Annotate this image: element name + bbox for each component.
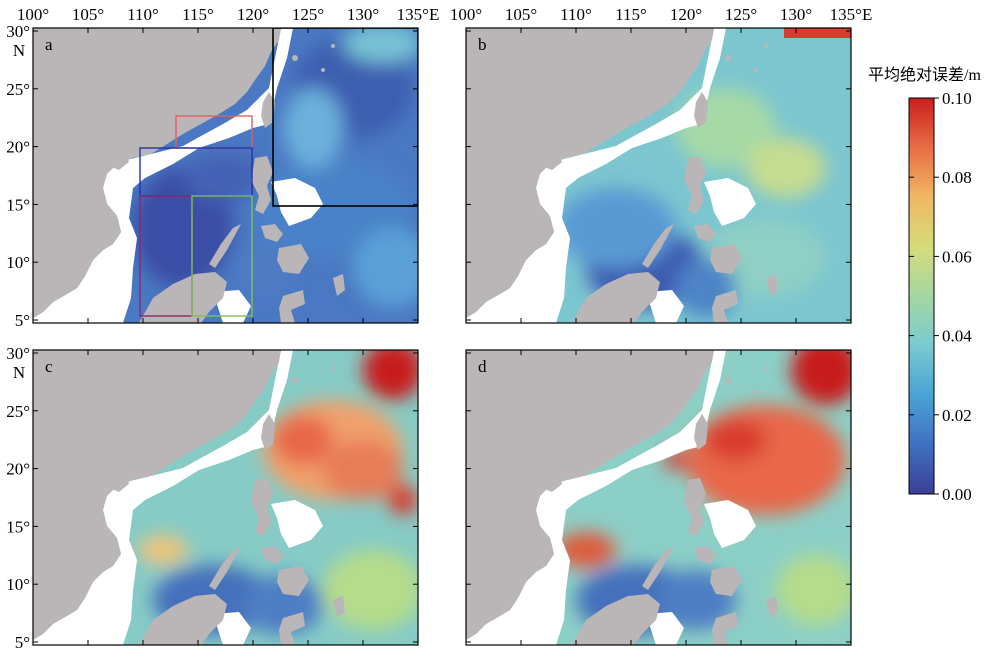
lat-tick-label: 20° <box>6 138 30 157</box>
axis-ticks: 100° 105° 110° 115° 120° 125° 130° 135°E 30° 25° 2… <box>6 5 872 652</box>
panel-c: c <box>32 349 419 646</box>
lon-tick-label: 105° <box>72 5 104 24</box>
panel-a: a <box>32 27 419 324</box>
lon-tick-label: 135°E <box>397 5 440 24</box>
panel-b: b <box>465 27 852 324</box>
colorbar-tick-label: 0.08 <box>942 168 972 187</box>
lat-tick-label: 15° <box>6 195 30 214</box>
lat-hemisphere-label: N <box>13 41 25 60</box>
lon-tick-label: 135°E <box>830 5 873 24</box>
lon-tick-label: 130° <box>780 5 812 24</box>
lat-tick-label: 5° <box>15 633 30 652</box>
panel-label: d <box>478 357 487 376</box>
colorbar-ticks: 0.10 0.08 0.06 0.04 0.02 0.00 <box>909 89 972 504</box>
lon-tick-label: 120° <box>237 5 269 24</box>
lat-hemisphere-label: N <box>13 363 25 382</box>
lat-tick-label: 15° <box>6 517 30 536</box>
lat-tick-label: 30° <box>6 22 30 41</box>
lat-tick-label: 25° <box>6 80 30 99</box>
lon-tick-label: 100° <box>450 5 482 24</box>
region-box-black <box>272 28 418 207</box>
panel-d: d <box>465 349 852 646</box>
region-box-green <box>191 195 253 317</box>
lat-tick-label: 20° <box>6 460 30 479</box>
lon-tick-label: 120° <box>670 5 702 24</box>
lon-tick-label: 125° <box>292 5 324 24</box>
colorbar-tick-label: 0.04 <box>942 327 972 346</box>
lon-tick-label: 115° <box>615 5 647 24</box>
panel-label: c <box>45 357 53 376</box>
colorbar-tick-label: 0.02 <box>942 406 972 425</box>
lat-tick-label: 30° <box>6 344 30 363</box>
lon-tick-label: 110° <box>560 5 592 24</box>
lon-tick-label: 115° <box>182 5 214 24</box>
lat-tick-label: 10° <box>6 253 30 272</box>
lat-tick-label: 25° <box>6 402 30 421</box>
colorbar-tick-label: 0.10 <box>942 89 972 108</box>
colorbar-bar <box>908 97 935 495</box>
lat-tick-label: 5° <box>15 311 30 330</box>
colorbar-tick-label: 0.00 <box>942 485 972 504</box>
panel-label: b <box>478 35 487 54</box>
lon-tick-label: 105° <box>505 5 537 24</box>
lon-tick-label: 100° <box>17 5 49 24</box>
lon-tick-label: 125° <box>725 5 757 24</box>
colorbar-title: 平均绝对误差/m <box>868 66 981 84</box>
panel-label: a <box>45 35 53 54</box>
lat-tick-label: 10° <box>6 575 30 594</box>
lon-tick-label: 130° <box>347 5 379 24</box>
colorbar-tick-label: 0.06 <box>942 247 972 266</box>
lon-tick-label: 110° <box>127 5 159 24</box>
colorbar: 平均绝对误差/m 0.10 0.08 0.06 0.04 0.02 0.00 <box>868 66 981 504</box>
